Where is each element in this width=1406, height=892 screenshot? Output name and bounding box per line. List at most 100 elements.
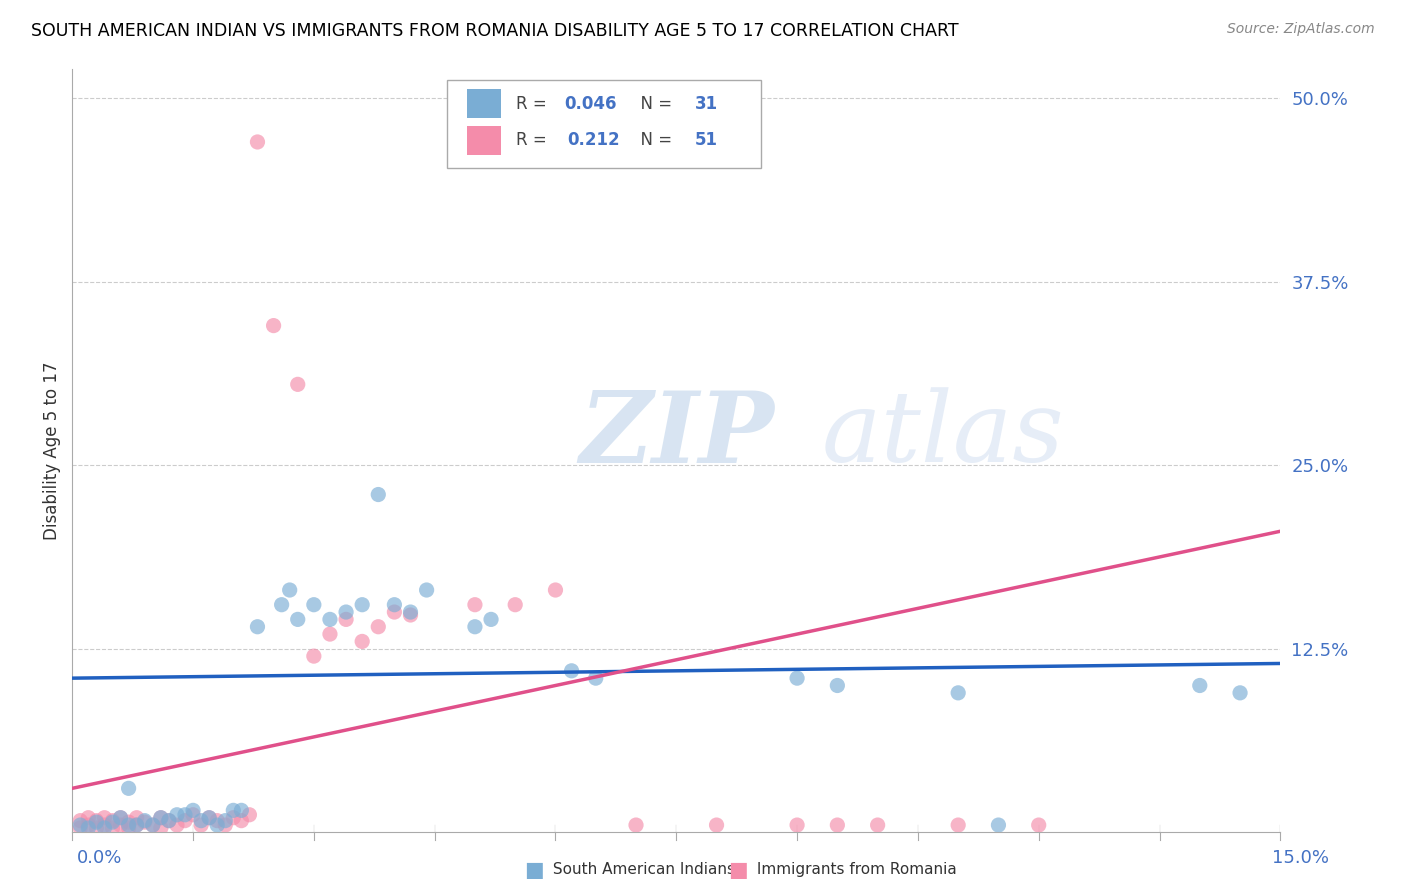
Point (335, 612, 357, 626)
Point (181, 807, 204, 822)
Text: N =: N = (630, 95, 678, 112)
Text: atlas: atlas (821, 387, 1064, 483)
Point (946, 818, 969, 832)
Point (157, 814, 180, 828)
Point (198, 811, 221, 825)
Point (238, 807, 260, 822)
Point (319, 627, 342, 641)
Point (93, 811, 115, 825)
Point (479, 612, 502, 626)
Point (399, 605, 422, 619)
Point (134, 815, 156, 830)
Point (117, 781, 139, 796)
Point (101, 815, 124, 830)
Point (287, 377, 309, 392)
Point (987, 818, 1010, 832)
Point (205, 814, 228, 828)
Point (464, 620, 486, 634)
FancyBboxPatch shape (467, 89, 501, 118)
Point (117, 821, 139, 835)
Point (149, 811, 172, 825)
Point (786, 818, 808, 832)
Point (585, 671, 607, 685)
Point (706, 818, 728, 832)
Point (302, 598, 325, 612)
Point (125, 811, 148, 825)
Text: ■: ■ (728, 860, 748, 880)
Point (352, 598, 374, 612)
Point (110, 811, 132, 825)
Point (134, 814, 156, 828)
Text: R =: R = (516, 95, 551, 112)
Point (302, 649, 325, 664)
Point (69, 821, 91, 835)
FancyBboxPatch shape (447, 80, 761, 168)
Text: R =: R = (516, 131, 557, 149)
Point (110, 811, 132, 825)
Text: 31: 31 (695, 95, 717, 112)
Point (222, 803, 245, 817)
Point (181, 803, 204, 817)
Text: ■: ■ (524, 860, 544, 880)
Point (384, 598, 406, 612)
Point (464, 598, 486, 612)
Point (149, 821, 172, 835)
Point (827, 818, 849, 832)
Point (214, 818, 236, 832)
Text: 0.0%: 0.0% (77, 849, 122, 867)
Point (69, 818, 91, 832)
Point (110, 818, 132, 832)
Point (231, 803, 253, 817)
Text: ZIP: ZIP (579, 387, 775, 483)
Point (246, 135, 269, 149)
Text: 15.0%: 15.0% (1271, 849, 1329, 867)
Point (827, 678, 849, 692)
Point (166, 818, 188, 832)
Point (214, 814, 236, 828)
Point (142, 818, 165, 832)
Point (174, 814, 197, 828)
Point (624, 818, 647, 832)
Text: 51: 51 (695, 131, 717, 149)
Point (125, 818, 148, 832)
Point (77, 818, 100, 832)
Point (86, 821, 108, 835)
Point (319, 612, 342, 626)
Point (222, 811, 245, 825)
Point (335, 605, 357, 619)
Text: South American Indians: South American Indians (548, 863, 735, 877)
Point (1188, 678, 1211, 692)
Point (786, 671, 808, 685)
Point (77, 811, 100, 825)
Text: N =: N = (630, 131, 678, 149)
Point (399, 607, 422, 622)
Point (174, 807, 197, 822)
Point (367, 620, 389, 634)
Point (93, 818, 115, 832)
Point (69, 814, 91, 828)
Text: Source: ZipAtlas.com: Source: ZipAtlas.com (1227, 22, 1375, 37)
Point (198, 811, 221, 825)
Point (263, 318, 285, 333)
Point (866, 818, 889, 832)
Point (125, 818, 148, 832)
Point (117, 815, 139, 830)
Point (561, 664, 583, 678)
Point (246, 620, 269, 634)
Point (544, 582, 567, 597)
Text: 0.212: 0.212 (568, 131, 620, 149)
Y-axis label: Disability Age 5 to 17: Disability Age 5 to 17 (44, 361, 60, 540)
Point (384, 605, 406, 619)
Text: SOUTH AMERICAN INDIAN VS IMMIGRANTS FROM ROMANIA DISABILITY AGE 5 TO 17 CORRELAT: SOUTH AMERICAN INDIAN VS IMMIGRANTS FROM… (31, 22, 959, 40)
Point (415, 582, 437, 597)
Point (101, 821, 124, 835)
Point (1229, 686, 1251, 700)
Point (270, 598, 292, 612)
Point (101, 814, 124, 828)
Text: 0.046: 0.046 (564, 95, 616, 112)
Point (86, 814, 108, 828)
Point (1028, 818, 1050, 832)
Point (157, 814, 180, 828)
Point (946, 686, 969, 700)
Text: Immigrants from Romania: Immigrants from Romania (752, 863, 957, 877)
